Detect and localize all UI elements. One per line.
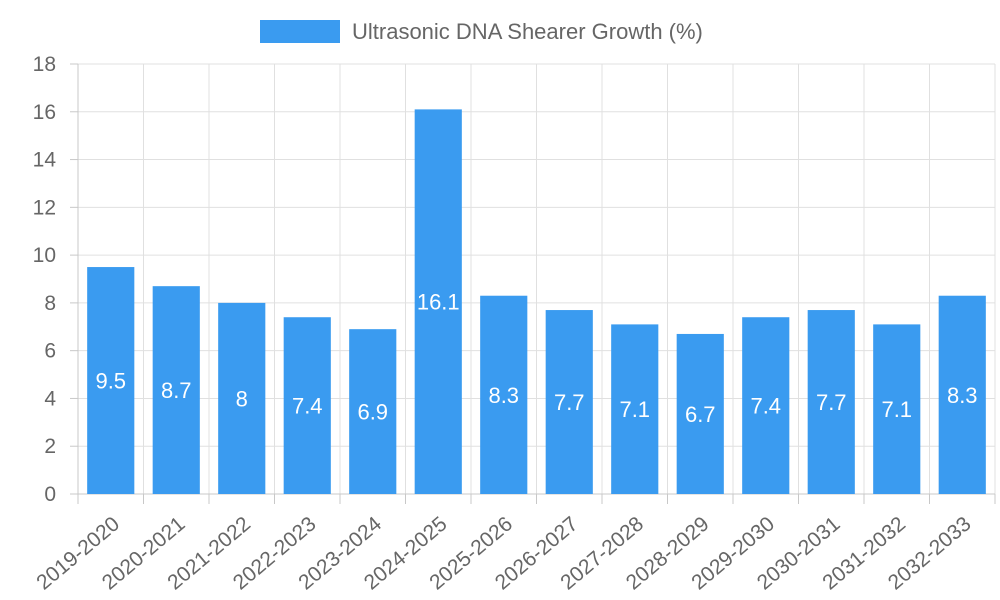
bar-value-label: 8.3 xyxy=(488,383,519,408)
bar-2032-2033[interactable] xyxy=(938,295,986,494)
y-tick-label: 14 xyxy=(33,149,57,172)
bar-value-label: 7.1 xyxy=(619,397,650,422)
bar-2020-2021[interactable] xyxy=(152,286,200,494)
bar-2022-2023[interactable] xyxy=(283,317,331,494)
bar-2025-2026[interactable] xyxy=(480,295,528,494)
y-tick-label: 2 xyxy=(44,435,56,458)
y-tick-label: 18 xyxy=(33,53,56,76)
bar-value-label: 6.9 xyxy=(357,400,388,425)
bar-value-label: 9.5 xyxy=(95,369,126,394)
y-tick-label: 16 xyxy=(33,101,56,124)
x-axis: 2019-20202020-20212021-20222022-20232023… xyxy=(32,493,996,594)
bar-value-label: 8 xyxy=(236,386,248,411)
bar-2021-2022[interactable] xyxy=(218,302,266,494)
bar-value-label: 7.7 xyxy=(554,390,585,415)
bar-value-label: 7.7 xyxy=(816,390,847,415)
y-tick-label: 6 xyxy=(44,340,56,363)
bar-value-label: 7.4 xyxy=(292,394,323,419)
bar-value-label: 16.1 xyxy=(417,290,460,315)
bar-value-label: 7.4 xyxy=(750,394,781,419)
data-labels: 9.5 8.7 8 7.4 6.9 16.1 8.3 7.7 7.1 6.7 7.4 7.7 7.1 8.… xyxy=(95,290,977,427)
legend-label: Ultrasonic DNA Shearer Growth (%) xyxy=(352,19,703,44)
bar-value-label: 8.3 xyxy=(947,383,978,408)
bar-2029-2030[interactable] xyxy=(742,317,790,494)
bar-2030-2031[interactable] xyxy=(807,310,855,494)
bar-2023-2024[interactable] xyxy=(349,329,397,494)
legend-swatch xyxy=(260,20,340,43)
bar-value-label: 8.7 xyxy=(161,378,192,403)
bar-series xyxy=(87,109,986,494)
y-tick-label: 8 xyxy=(44,292,56,315)
grid xyxy=(78,63,996,494)
y-tick-label: 12 xyxy=(33,196,56,219)
bar-value-label: 6.7 xyxy=(685,402,716,427)
bar-2024-2025[interactable] xyxy=(414,109,462,494)
y-axis: 0 2 4 6 8 10 12 14 16 18 xyxy=(33,53,79,506)
bar-2019-2020[interactable] xyxy=(87,267,135,494)
legend[interactable]: Ultrasonic DNA Shearer Growth (%) xyxy=(260,19,703,44)
y-tick-label: 10 xyxy=(33,244,56,267)
bar-value-label: 7.1 xyxy=(881,397,912,422)
bar-2031-2032[interactable] xyxy=(873,324,921,494)
bar-2026-2027[interactable] xyxy=(545,310,593,494)
y-tick-label: 0 xyxy=(44,483,56,506)
bar-2027-2028[interactable] xyxy=(611,324,659,494)
y-tick-label: 4 xyxy=(44,387,56,410)
bar-2028-2029[interactable] xyxy=(676,333,724,494)
